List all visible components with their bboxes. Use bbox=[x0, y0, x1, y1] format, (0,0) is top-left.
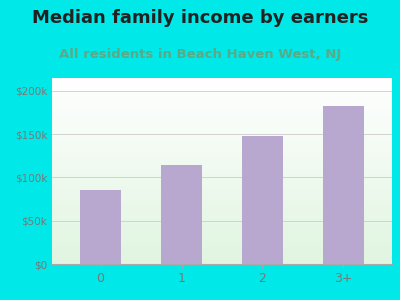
Bar bbox=[242, 136, 283, 264]
Bar bbox=[161, 164, 202, 264]
Text: All residents in Beach Haven West, NJ: All residents in Beach Haven West, NJ bbox=[59, 48, 341, 61]
Bar bbox=[80, 190, 121, 264]
Bar bbox=[323, 106, 364, 264]
Text: Median family income by earners: Median family income by earners bbox=[32, 9, 368, 27]
